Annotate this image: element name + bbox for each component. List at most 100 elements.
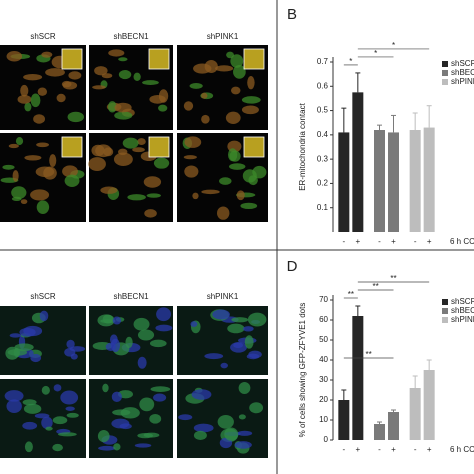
cell <box>137 138 146 146</box>
cell <box>137 329 155 341</box>
annotation: * <box>374 49 377 58</box>
cell <box>233 64 246 79</box>
cell <box>4 390 24 402</box>
cell <box>219 177 232 185</box>
cell <box>64 174 80 187</box>
cell <box>23 403 42 414</box>
inset <box>148 136 170 158</box>
cell <box>39 310 49 322</box>
cell <box>2 164 15 170</box>
x-tick-label: - <box>378 445 381 454</box>
micrographs: shSCR shSCR shBECN1 shBECN1 shPINK1 shPINK1 <box>0 32 268 458</box>
y-tick-label: 60 <box>319 315 328 324</box>
cell <box>52 416 68 425</box>
x-axis-label: 6 h CCCP <box>450 445 474 454</box>
cell <box>12 170 19 182</box>
cell <box>41 416 53 429</box>
panel-label: shSCR <box>30 32 56 41</box>
cell <box>120 407 140 419</box>
y-tick-label: 0.6 <box>317 81 329 90</box>
cell <box>60 390 79 405</box>
cell <box>158 89 169 103</box>
y-tick-label: 40 <box>319 355 328 364</box>
cell <box>241 105 259 115</box>
legend-label: shPINK1 <box>451 315 474 324</box>
cell <box>155 324 173 332</box>
cell <box>118 69 132 80</box>
cell <box>233 342 244 349</box>
cell <box>66 412 79 418</box>
cell <box>107 101 117 113</box>
cell <box>212 309 230 320</box>
cell <box>225 111 241 124</box>
cell <box>153 393 167 402</box>
cell <box>238 414 246 420</box>
x-tick-label: + <box>355 445 360 454</box>
cell <box>132 147 145 153</box>
cell <box>139 397 155 412</box>
annotation: * <box>349 57 352 66</box>
cell <box>88 157 106 171</box>
bar <box>374 424 385 440</box>
cell <box>247 76 255 90</box>
x-tick-label: - <box>378 237 381 246</box>
y-tick-label: 30 <box>319 375 328 384</box>
cell <box>189 82 203 89</box>
cell <box>248 350 262 359</box>
cell <box>113 443 121 451</box>
cell <box>17 94 32 104</box>
y-tick-label: 0.7 <box>317 57 329 66</box>
cell <box>134 443 152 448</box>
cell <box>94 66 108 76</box>
cell <box>234 441 252 449</box>
cell <box>65 406 75 411</box>
cell <box>53 384 62 392</box>
cell <box>6 51 23 62</box>
cell <box>133 72 141 82</box>
panel-label: shSCR <box>30 292 56 301</box>
cell <box>22 421 38 430</box>
cell <box>36 200 50 215</box>
cell <box>252 165 267 179</box>
y-tick-label: 0 <box>324 435 329 444</box>
cell <box>133 317 150 331</box>
cell <box>112 316 122 325</box>
cell <box>35 166 55 178</box>
cell <box>240 202 258 210</box>
cell <box>191 389 212 400</box>
cell <box>100 186 118 194</box>
cell <box>6 399 22 414</box>
panel-letter: B <box>287 6 297 23</box>
y-tick-label: 0.5 <box>317 106 329 115</box>
bar <box>374 130 385 232</box>
x-axis-label: 6 h CCCP <box>450 237 474 246</box>
annotation: ** <box>366 350 372 359</box>
legend-swatch <box>442 317 448 323</box>
cell <box>101 73 113 79</box>
y-tick-label: 0.3 <box>317 154 329 163</box>
annotation: * <box>392 41 395 50</box>
y-tick-label: 0.2 <box>317 179 329 188</box>
cell <box>230 54 244 68</box>
cell <box>156 307 172 322</box>
cell <box>192 192 199 200</box>
inset <box>148 48 170 70</box>
cell <box>20 84 29 97</box>
cell <box>144 209 157 218</box>
cell <box>34 413 50 419</box>
cell <box>137 432 154 439</box>
panel-label: shBECN1 <box>113 32 149 41</box>
inset <box>243 136 265 158</box>
legend-swatch <box>442 299 448 305</box>
y-tick-label: 20 <box>319 395 328 404</box>
legend-swatch <box>442 61 448 67</box>
cell <box>204 353 224 360</box>
x-tick-label: + <box>427 237 432 246</box>
cell <box>150 386 171 393</box>
y-tick-label: 50 <box>319 335 328 344</box>
cell <box>201 189 220 195</box>
cell <box>113 152 133 166</box>
cell <box>183 155 197 160</box>
cell <box>242 326 254 332</box>
